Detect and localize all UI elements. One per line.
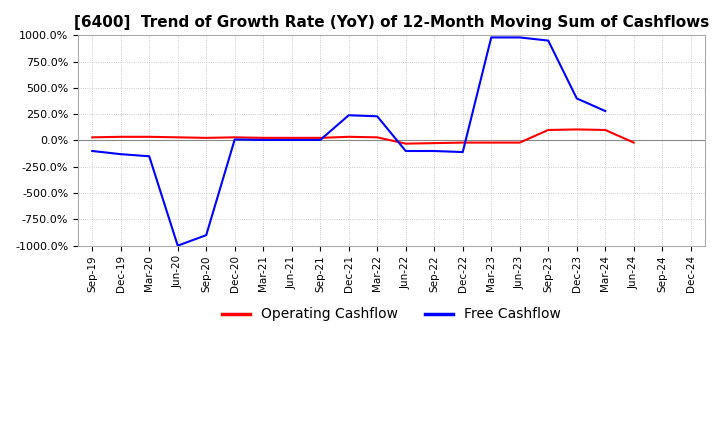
Free Cashflow <box>174 243 182 248</box>
Operating Cashflow <box>629 140 638 145</box>
Line: Free Cashflow: Free Cashflow <box>92 37 606 246</box>
Operating Cashflow <box>544 127 552 132</box>
Operating Cashflow <box>316 135 325 140</box>
Free Cashflow <box>230 137 239 142</box>
Free Cashflow <box>259 137 268 143</box>
Operating Cashflow <box>230 135 239 140</box>
Operating Cashflow <box>88 135 96 140</box>
Free Cashflow <box>572 96 581 101</box>
Operating Cashflow <box>373 135 382 140</box>
Free Cashflow <box>316 137 325 143</box>
Free Cashflow <box>430 148 438 154</box>
Operating Cashflow <box>487 140 495 145</box>
Title: [6400]  Trend of Growth Rate (YoY) of 12-Month Moving Sum of Cashflows: [6400] Trend of Growth Rate (YoY) of 12-… <box>74 15 709 30</box>
Operating Cashflow <box>287 135 296 140</box>
Free Cashflow <box>344 113 353 118</box>
Operating Cashflow <box>516 140 524 145</box>
Operating Cashflow <box>174 135 182 140</box>
Free Cashflow <box>487 35 495 40</box>
Free Cashflow <box>402 148 410 154</box>
Free Cashflow <box>202 232 210 238</box>
Line: Operating Cashflow: Operating Cashflow <box>92 129 634 143</box>
Operating Cashflow <box>430 140 438 146</box>
Operating Cashflow <box>459 140 467 145</box>
Operating Cashflow <box>117 134 125 139</box>
Operating Cashflow <box>601 127 610 132</box>
Operating Cashflow <box>344 134 353 139</box>
Legend: Operating Cashflow, Free Cashflow: Operating Cashflow, Free Cashflow <box>216 302 567 327</box>
Operating Cashflow <box>259 135 268 140</box>
Free Cashflow <box>88 148 96 154</box>
Operating Cashflow <box>402 141 410 146</box>
Free Cashflow <box>373 114 382 119</box>
Free Cashflow <box>516 35 524 40</box>
Free Cashflow <box>145 154 153 159</box>
Operating Cashflow <box>145 134 153 139</box>
Operating Cashflow <box>202 135 210 140</box>
Free Cashflow <box>601 108 610 114</box>
Free Cashflow <box>544 38 552 43</box>
Free Cashflow <box>117 151 125 157</box>
Free Cashflow <box>459 150 467 155</box>
Operating Cashflow <box>572 127 581 132</box>
Free Cashflow <box>287 137 296 143</box>
